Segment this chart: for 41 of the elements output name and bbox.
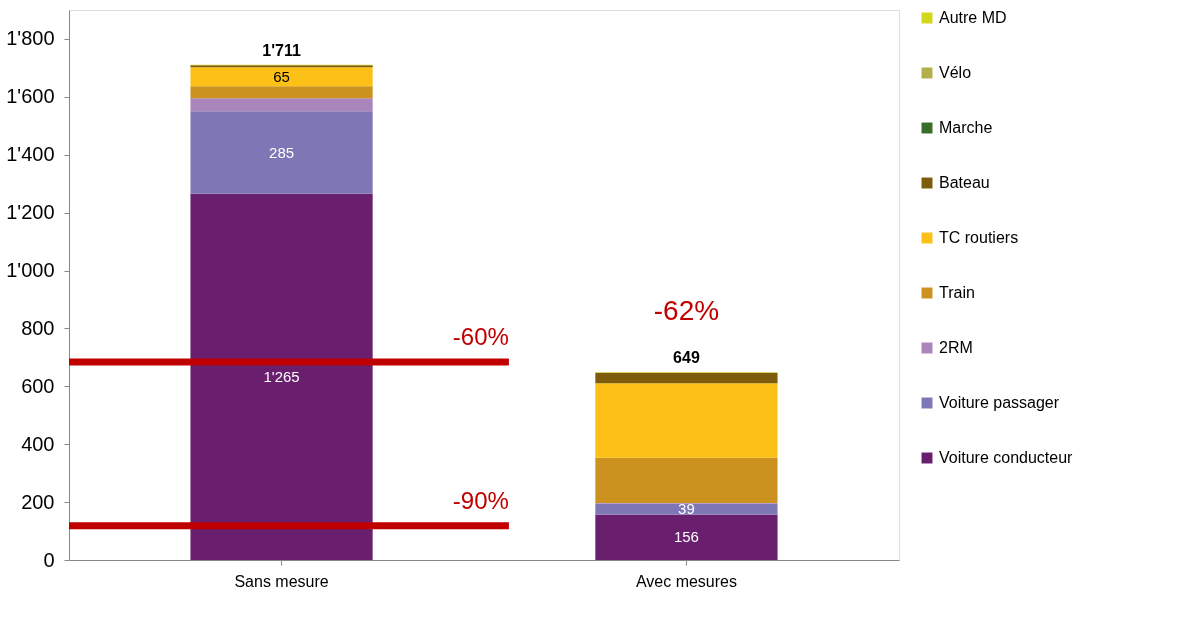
bar — [595, 383, 778, 458]
x-tick-label: Sans mesure — [234, 572, 329, 590]
annotation: -90% — [452, 486, 509, 514]
bar — [190, 111, 373, 194]
legend-label: Marche — [939, 119, 993, 136]
bar — [595, 457, 778, 503]
y-tick-label: 1'400 — [6, 143, 55, 166]
y-tick-label: 1'200 — [6, 201, 55, 224]
legend-label: Voiture conducteur — [939, 449, 1074, 466]
data-label: 1'265 — [263, 367, 300, 385]
legend-label: Voiture passager — [939, 394, 1060, 411]
bar — [190, 86, 373, 99]
total-label: 1'711 — [262, 41, 301, 59]
bar — [595, 514, 778, 560]
annotation: -60% — [452, 323, 509, 350]
legend-label: Bateau — [939, 174, 990, 191]
data-label: 39 — [678, 500, 695, 518]
y-tick-label: 1'000 — [6, 259, 55, 282]
y-tick-label: 400 — [21, 432, 55, 455]
y-tick-label: 0 — [43, 548, 55, 571]
bar — [595, 372, 778, 384]
y-tick-label: 1'800 — [6, 27, 55, 50]
y-tick-label: 1'600 — [6, 85, 55, 108]
bar — [190, 193, 373, 560]
data-label: 285 — [269, 143, 295, 161]
legend-label: Vélo — [939, 64, 972, 81]
total-label: 649 — [673, 349, 700, 367]
bar — [190, 67, 373, 87]
bar — [190, 98, 373, 112]
y-tick-label: 600 — [21, 374, 55, 397]
legend-label: Autre MD — [939, 9, 1007, 26]
y-tick-label: 200 — [21, 490, 55, 513]
data-label: 65 — [273, 67, 290, 85]
legend-label: TC routiers — [939, 229, 1019, 246]
y-tick-label: 800 — [21, 316, 55, 339]
annotation: -62% — [653, 295, 720, 327]
legend-label: 2RM — [939, 339, 973, 356]
data-label: 156 — [673, 528, 699, 546]
x-tick-label: Avec mesures — [635, 572, 737, 590]
bar — [595, 503, 778, 515]
legend-label: Train — [939, 284, 975, 301]
